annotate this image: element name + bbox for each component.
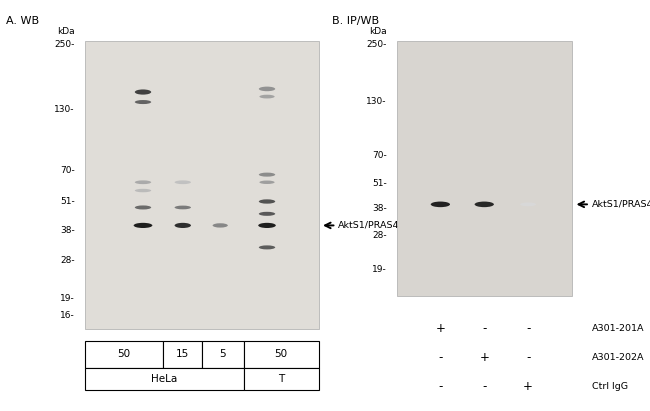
Text: -: -: [438, 380, 443, 393]
Text: A301-202A: A301-202A: [592, 353, 644, 362]
Text: -: -: [438, 351, 443, 364]
Text: kDa: kDa: [57, 27, 75, 36]
Ellipse shape: [259, 87, 275, 91]
Text: +: +: [479, 351, 489, 364]
Text: -: -: [482, 322, 486, 335]
Bar: [163, 341, 202, 368]
Ellipse shape: [431, 201, 450, 207]
Ellipse shape: [175, 223, 191, 228]
Ellipse shape: [259, 245, 275, 249]
Text: 50: 50: [117, 349, 130, 360]
Text: 70-: 70-: [372, 151, 387, 160]
Text: kDa: kDa: [369, 27, 387, 36]
Text: HeLa: HeLa: [151, 374, 177, 384]
Ellipse shape: [258, 223, 276, 228]
Text: 51-: 51-: [372, 179, 387, 188]
Bar: [244, 368, 318, 390]
Text: 5: 5: [219, 349, 226, 360]
Text: +: +: [523, 380, 533, 393]
Text: 250-: 250-: [55, 40, 75, 49]
Text: -: -: [526, 322, 530, 335]
Ellipse shape: [259, 173, 275, 177]
Ellipse shape: [175, 206, 191, 209]
Ellipse shape: [135, 100, 151, 104]
Ellipse shape: [259, 199, 275, 204]
Text: 51-: 51-: [60, 197, 75, 206]
FancyBboxPatch shape: [84, 41, 318, 329]
Text: B. IP/WB: B. IP/WB: [332, 16, 378, 26]
Ellipse shape: [213, 223, 228, 228]
Text: 130-: 130-: [54, 105, 75, 114]
Text: Ctrl IgG: Ctrl IgG: [592, 382, 627, 391]
Text: A. WB: A. WB: [6, 16, 40, 26]
Ellipse shape: [135, 206, 151, 210]
Text: AktS1/PRAS40: AktS1/PRAS40: [338, 221, 406, 230]
Text: AktS1/PRAS40: AktS1/PRAS40: [592, 200, 650, 209]
Text: T: T: [278, 374, 284, 384]
Text: A301-201A: A301-201A: [592, 324, 644, 333]
Text: 15: 15: [176, 349, 188, 360]
Ellipse shape: [259, 180, 274, 184]
FancyBboxPatch shape: [396, 41, 572, 296]
Text: 38-: 38-: [60, 226, 75, 235]
Ellipse shape: [474, 201, 494, 207]
Text: +: +: [436, 322, 445, 335]
Ellipse shape: [259, 95, 274, 99]
Ellipse shape: [520, 203, 536, 206]
Bar: [244, 341, 318, 368]
Text: 50: 50: [274, 349, 287, 360]
Bar: [202, 341, 244, 368]
Text: 130-: 130-: [366, 97, 387, 106]
Ellipse shape: [135, 180, 151, 184]
Text: 70-: 70-: [60, 166, 75, 175]
Text: 28-: 28-: [372, 231, 387, 240]
Text: 19-: 19-: [60, 294, 75, 303]
Text: -: -: [526, 351, 530, 364]
Text: 38-: 38-: [372, 204, 387, 213]
Bar: [84, 368, 244, 390]
Bar: [84, 341, 163, 368]
Text: 16-: 16-: [60, 311, 75, 320]
Ellipse shape: [175, 180, 191, 184]
Text: 28-: 28-: [60, 256, 75, 265]
Ellipse shape: [135, 189, 151, 192]
Ellipse shape: [135, 90, 151, 95]
Ellipse shape: [134, 223, 152, 228]
Ellipse shape: [259, 212, 275, 216]
Text: 250-: 250-: [367, 40, 387, 49]
Text: 19-: 19-: [372, 265, 387, 274]
Text: -: -: [482, 380, 486, 393]
